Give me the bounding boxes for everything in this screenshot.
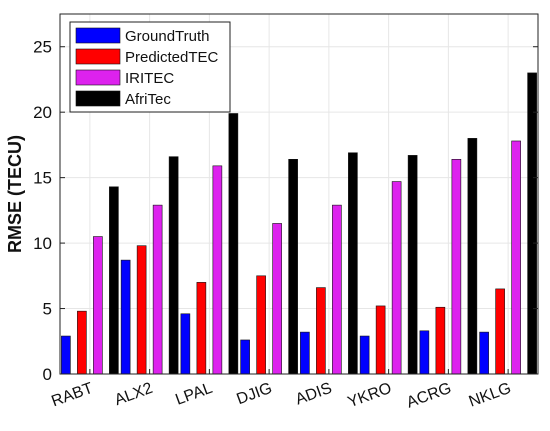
bar-lpal-groundtruth xyxy=(180,313,191,375)
legend-label-iritec: IRITEC xyxy=(125,70,174,87)
bar-djig-iritec xyxy=(272,223,282,375)
bar-ykro-afritec xyxy=(407,155,418,375)
plot-frame xyxy=(59,13,539,375)
bar-adis-iritec xyxy=(332,204,342,375)
y-tick-label: 25 xyxy=(33,38,52,57)
y-tick-labels: 0 5 10 15 20 25 xyxy=(33,38,52,384)
bar-alx2-predictedtec xyxy=(136,245,147,375)
bar-nklg-afritec xyxy=(527,72,537,375)
legend-swatch-afritec xyxy=(75,90,121,107)
bar-acrg-groundtruth xyxy=(419,330,430,375)
legend-swatch-iritec xyxy=(75,69,121,86)
bar-adis-predictedtec xyxy=(316,287,326,375)
x-tick-label-acrg: ACRG xyxy=(404,380,453,412)
legend: GroundTruth PredictedTEC IRITEC AfriTec xyxy=(69,21,231,113)
bar-ykro-predictedtec xyxy=(375,305,386,375)
y-tick-label: 5 xyxy=(43,300,52,319)
bar-alx2-afritec xyxy=(168,156,179,375)
bar-nklg-iritec xyxy=(511,140,521,375)
bar-nklg-groundtruth xyxy=(479,331,489,375)
bar-alx2-groundtruth xyxy=(120,259,131,375)
x-tick-label-alx2: ALX2 xyxy=(112,380,155,409)
x-tick-label-rabt: RABT xyxy=(49,380,95,411)
x-tick-label-lpal: LPAL xyxy=(173,380,215,409)
bar-acrg-iritec xyxy=(451,159,462,375)
bar-adis-groundtruth xyxy=(300,331,310,375)
legend-swatch-groundtruth xyxy=(75,27,121,44)
bar-rabt-iritec xyxy=(93,236,103,375)
y-tick-label: 10 xyxy=(33,234,52,253)
bar-ykro-groundtruth xyxy=(359,335,370,375)
bar-lpal-predictedtec xyxy=(196,282,207,375)
bar-nklg-predictedtec xyxy=(495,288,505,375)
bars xyxy=(61,72,537,375)
y-tick-label: 0 xyxy=(43,365,52,384)
x-tick-labels: RABT ALX2 LPAL DJIG ADIS YKRO ACRG NKLG xyxy=(49,380,513,412)
bar-acrg-predictedtec xyxy=(435,306,446,375)
bar-adis-afritec xyxy=(348,152,358,375)
legend-label-groundtruth: GroundTruth xyxy=(125,28,210,45)
bar-djig-groundtruth xyxy=(240,339,250,375)
y-axis-title: RMSE (TECU) xyxy=(5,135,25,253)
bar-lpal-afritec xyxy=(228,113,239,375)
bar-rabt-afritec xyxy=(109,186,119,375)
bar-rabt-groundtruth xyxy=(61,335,71,375)
legend-swatch-predictedtec xyxy=(75,48,121,65)
y-tick-label: 20 xyxy=(33,103,52,122)
bar-rabt-predictedtec xyxy=(77,310,87,375)
bar-djig-predictedtec xyxy=(256,275,266,375)
legend-label-predictedtec: PredictedTEC xyxy=(125,49,219,66)
bar-acrg-afritec xyxy=(467,138,478,375)
y-tick-label: 15 xyxy=(33,169,52,188)
bar-djig-afritec xyxy=(288,159,298,375)
bar-alx2-iritec xyxy=(152,204,163,375)
legend-label-afritec: AfriTec xyxy=(125,91,171,108)
x-tick-label-ykro: YKRO xyxy=(346,380,394,411)
x-tick-label-djig: DJIG xyxy=(234,380,274,408)
bar-lpal-iritec xyxy=(212,165,223,375)
x-tick-label-adis: ADIS xyxy=(293,380,334,409)
x-tick-label-nklg: NKLG xyxy=(467,380,514,411)
bar-ykro-iritec xyxy=(391,181,402,375)
axes-box xyxy=(59,13,539,375)
